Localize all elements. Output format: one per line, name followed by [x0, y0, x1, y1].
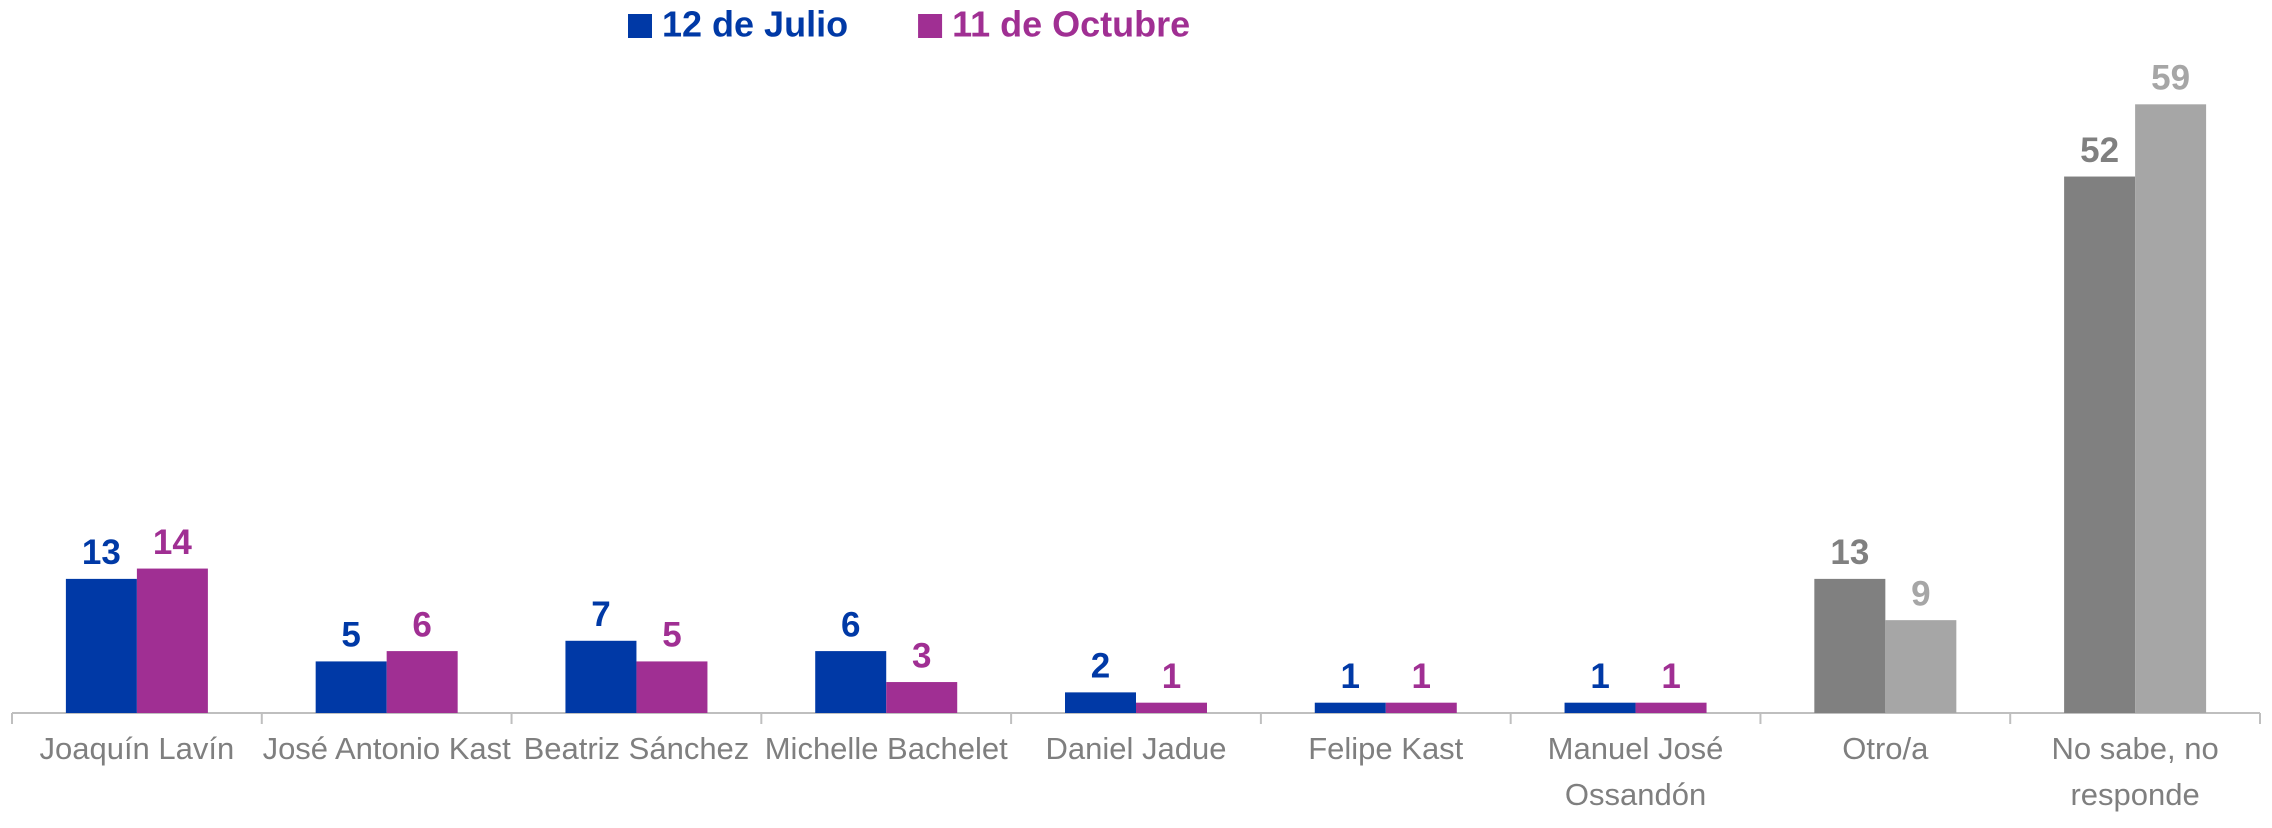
data-label: 1 — [1162, 657, 1181, 696]
data-label: 5 — [662, 616, 681, 655]
data-label: 13 — [82, 533, 121, 572]
x-tick-label: Otro/a — [1842, 731, 1929, 766]
x-tick-label: Felipe Kast — [1308, 731, 1464, 766]
x-tick-label: José Antonio Kast — [262, 731, 511, 766]
bar — [1635, 702, 1707, 713]
bar — [1814, 578, 1886, 713]
bar — [1385, 702, 1457, 713]
data-label: 1 — [1590, 657, 1609, 696]
data-label: 13 — [1830, 533, 1869, 572]
bar — [886, 682, 958, 713]
bar — [636, 661, 708, 713]
data-label: 1 — [1661, 657, 1680, 696]
bar — [1885, 620, 1957, 713]
bar — [2135, 104, 2207, 714]
x-tick-label: Manuel José Ossandón — [1547, 731, 1724, 812]
data-label: 5 — [341, 616, 360, 655]
x-tick-label: Joaquín Lavín — [39, 731, 235, 766]
data-label: 1 — [1412, 657, 1431, 696]
bar — [2064, 176, 2136, 714]
bar — [565, 640, 637, 713]
bar — [65, 578, 137, 713]
data-label: 59 — [2151, 59, 2190, 98]
bar — [815, 651, 887, 713]
data-label: 1 — [1341, 657, 1360, 696]
data-label: 14 — [153, 523, 192, 562]
x-tick-label: Beatriz Sánchez — [523, 731, 750, 766]
legend-swatch — [918, 14, 943, 38]
legend-label: 12 de Julio — [662, 4, 848, 45]
x-tick-label: No sabe, no responde — [2051, 731, 2219, 812]
data-label: 7 — [591, 595, 610, 634]
bar — [1564, 702, 1636, 713]
data-label: 6 — [412, 605, 431, 644]
x-tick-label: Daniel Jadue — [1045, 731, 1227, 766]
legend-swatch — [628, 14, 652, 38]
data-label: 9 — [1911, 574, 1930, 613]
bar — [1314, 702, 1386, 713]
data-label: 6 — [841, 605, 860, 644]
bar — [136, 568, 208, 713]
bar — [315, 661, 387, 713]
data-label: 3 — [912, 636, 931, 675]
bar — [386, 651, 458, 713]
x-tick-label: Michelle Bachelet — [764, 731, 1008, 766]
legend-label: 11 de Octubre — [952, 4, 1190, 45]
data-label: 2 — [1091, 647, 1110, 686]
bar — [1065, 692, 1136, 713]
data-label: 52 — [2080, 131, 2119, 170]
bar — [1136, 702, 1207, 713]
